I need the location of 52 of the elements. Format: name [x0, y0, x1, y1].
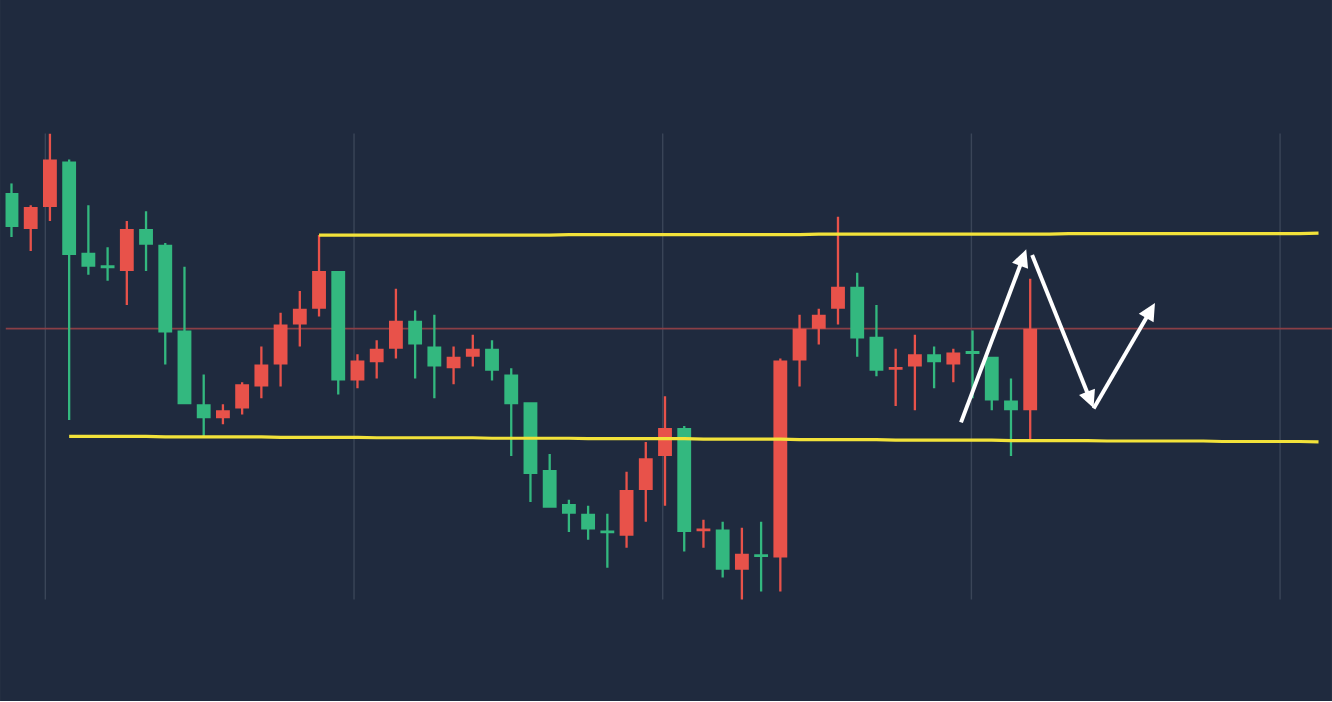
- candlestick: [734, 528, 749, 600]
- candlestick: [5, 183, 19, 238]
- candlestick: [465, 335, 480, 367]
- candlestick: [158, 243, 173, 366]
- candlestick: [1004, 379, 1018, 457]
- candlestick: [350, 354, 365, 389]
- candlestick: [811, 309, 826, 346]
- candlestick: [292, 291, 307, 347]
- candlestick: [23, 205, 38, 252]
- candlestick: [369, 340, 384, 380]
- candlestick: [177, 267, 192, 405]
- candlestick: [850, 273, 865, 358]
- candlestick: [254, 346, 269, 399]
- candlestick: [119, 221, 134, 306]
- candlestick: [619, 472, 634, 549]
- candlestick: [216, 404, 230, 425]
- candlestick: [523, 402, 538, 503]
- candlestick: [888, 349, 903, 407]
- candlestick: [388, 289, 403, 360]
- candlestick: [81, 205, 96, 276]
- candlestick: [907, 335, 922, 411]
- candlestick: [312, 235, 326, 318]
- candlestick: [196, 374, 211, 437]
- candlestick: [773, 359, 788, 593]
- candlestick: [100, 247, 115, 282]
- candlestick: [638, 442, 653, 523]
- candlestick: [1023, 279, 1038, 443]
- candlestick: [273, 313, 288, 387]
- candlestick: [696, 520, 711, 549]
- candlestick: [984, 357, 999, 411]
- candlestick: [542, 454, 557, 509]
- candlestick: [792, 315, 807, 387]
- candlestick: [946, 349, 961, 383]
- candlestick: [869, 305, 884, 377]
- candlestick: [600, 514, 615, 569]
- candlestick: [139, 211, 153, 272]
- candlestick: [581, 506, 596, 541]
- candlestick: [331, 271, 346, 395]
- candlestick: [427, 315, 442, 399]
- candlestick: [677, 426, 692, 552]
- candlestick: [561, 500, 576, 533]
- candlestick: [62, 160, 77, 421]
- candlestick: [235, 382, 250, 415]
- candlestick: [446, 346, 461, 385]
- candlestick: [715, 522, 730, 579]
- candlestick: [408, 311, 423, 380]
- candlestick: [504, 368, 519, 457]
- candlestick: [831, 217, 845, 325]
- candlestick: [927, 346, 942, 389]
- candlestick: [485, 340, 499, 381]
- candlestick: [754, 522, 769, 593]
- candlestick: [43, 133, 57, 222]
